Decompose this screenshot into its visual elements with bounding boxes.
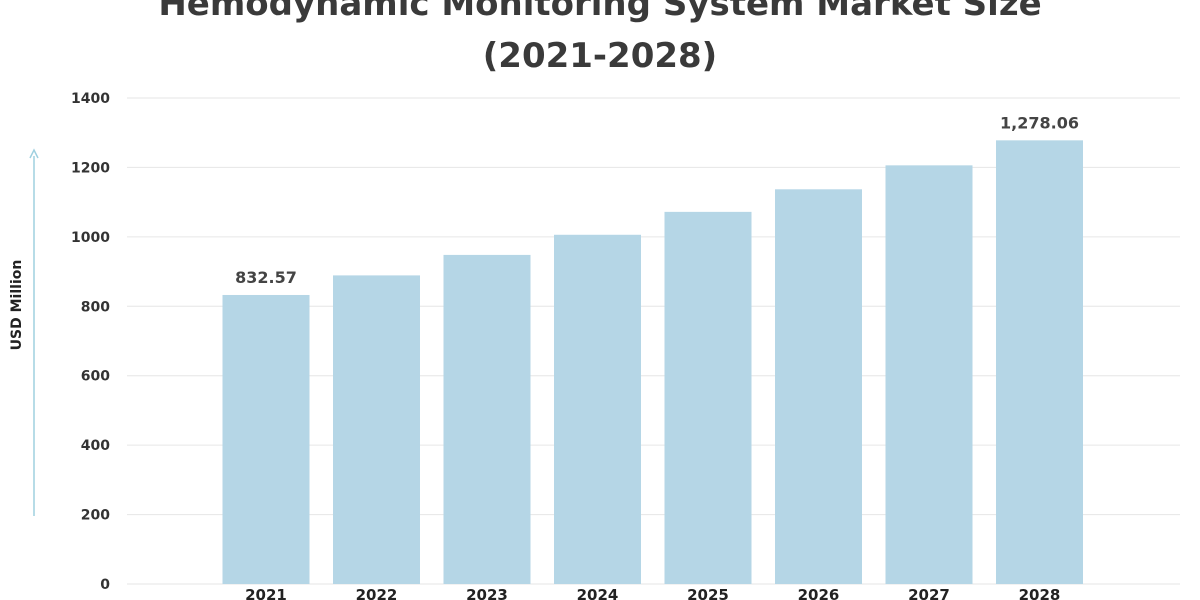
bar-2023	[443, 254, 531, 584]
y-tick-label: 400	[81, 438, 110, 454]
x-tick-label: 2028	[1019, 586, 1061, 600]
bar-2028	[996, 140, 1083, 584]
x-tick-label: 2022	[356, 586, 398, 600]
chart-title-line-1: Hemodynamic Monitoring System Market Siz…	[158, 0, 1042, 24]
y-tick-label: 1000	[71, 230, 110, 246]
x-tick-label: 2027	[908, 586, 950, 600]
y-tick-label: 1200	[71, 160, 110, 176]
chart-title-line-2: (2021-2028)	[482, 36, 718, 76]
data-label-2028: 1,278.06	[1000, 113, 1079, 132]
y-tick-label: 200	[81, 508, 110, 524]
y-tick-label: 600	[81, 369, 110, 385]
x-axis-ticks: 2021 2022 2023 2024 2025 2026 2027 2028	[245, 586, 1060, 600]
x-tick-label: 2026	[798, 586, 840, 600]
x-tick-label: 2024	[577, 586, 619, 600]
bar-2026	[775, 189, 862, 584]
bar-2022	[333, 275, 420, 584]
bar-2024	[554, 234, 641, 584]
x-tick-label: 2025	[687, 586, 729, 600]
y-axis: USD Million	[9, 148, 39, 516]
x-tick-label: 2023	[466, 586, 508, 600]
y-axis-ticks: 0 200 400 600 800 1000 1200 1400	[71, 91, 110, 593]
y-tick-label: 1400	[71, 91, 110, 107]
bar-2025	[664, 211, 752, 584]
y-axis-arrow-head	[29, 148, 39, 159]
data-labels: 832.57 1,278.06	[235, 113, 1079, 287]
x-tick-label: 2021	[245, 586, 287, 600]
bars	[222, 140, 1083, 585]
bar-2027	[885, 165, 973, 585]
bar-2021	[222, 294, 310, 584]
y-axis-title: USD Million	[9, 260, 25, 351]
y-tick-label: 800	[81, 299, 110, 315]
y-tick-label: 0	[100, 577, 110, 593]
data-label-2021: 832.57	[235, 268, 297, 287]
chart-title: Hemodynamic Monitoring System Market Siz…	[0, 0, 1200, 82]
